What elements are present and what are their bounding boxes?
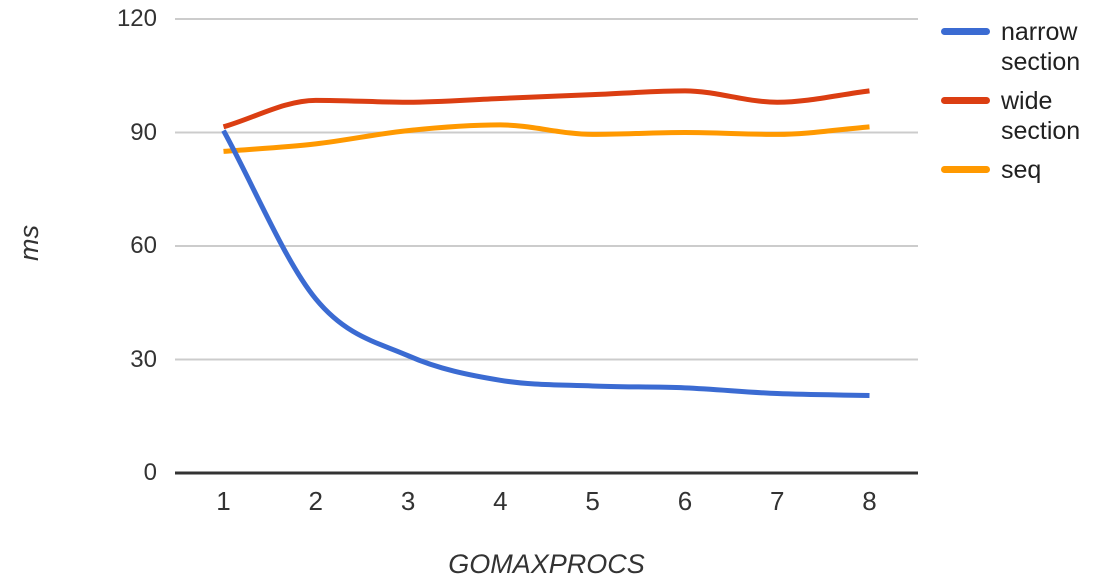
- x-tick-label: 1: [216, 486, 231, 516]
- y-tick-label: 30: [130, 345, 157, 373]
- legend-item-narrow-section: narrow section: [941, 17, 1097, 77]
- x-axis-title: GOMAXPROCS: [448, 549, 645, 579]
- x-tick-label: 8: [862, 486, 877, 516]
- legend-item-seq: seq: [941, 155, 1097, 185]
- legend-swatch-seq: [941, 166, 990, 173]
- series-line-wide-section: [222, 88, 870, 130]
- legend-label-seq: seq: [1001, 156, 1042, 184]
- legend-swatch-wide-section: [941, 97, 990, 104]
- y-axis-title-text: ms: [13, 225, 44, 261]
- series-line-seq: [223, 122, 870, 154]
- y-tick-label: 120: [116, 5, 157, 32]
- y-tick-label: 0: [143, 459, 157, 486]
- x-tick-label: 7: [769, 486, 785, 516]
- legend: narrow section wide section seq: [941, 17, 1097, 194]
- legend-label-narrow-section: narrow section: [1001, 18, 1081, 76]
- legend-item-wide-section: wide section: [941, 86, 1097, 146]
- x-tick-label: 5: [585, 486, 600, 516]
- x-tick-label: 2: [308, 486, 324, 516]
- series-line-narrow-section: [221, 129, 870, 398]
- x-tick-label: 3: [400, 486, 416, 516]
- y-tick-label: 60: [130, 232, 157, 259]
- legend-swatch-narrow-section: [941, 28, 990, 35]
- x-tick-label: 6: [677, 486, 693, 516]
- y-axis-title: ms: [1, 215, 57, 271]
- legend-label-wide-section: wide section: [1001, 87, 1081, 145]
- y-tick-label: 90: [130, 118, 157, 146]
- x-tick-label: 4: [493, 486, 508, 516]
